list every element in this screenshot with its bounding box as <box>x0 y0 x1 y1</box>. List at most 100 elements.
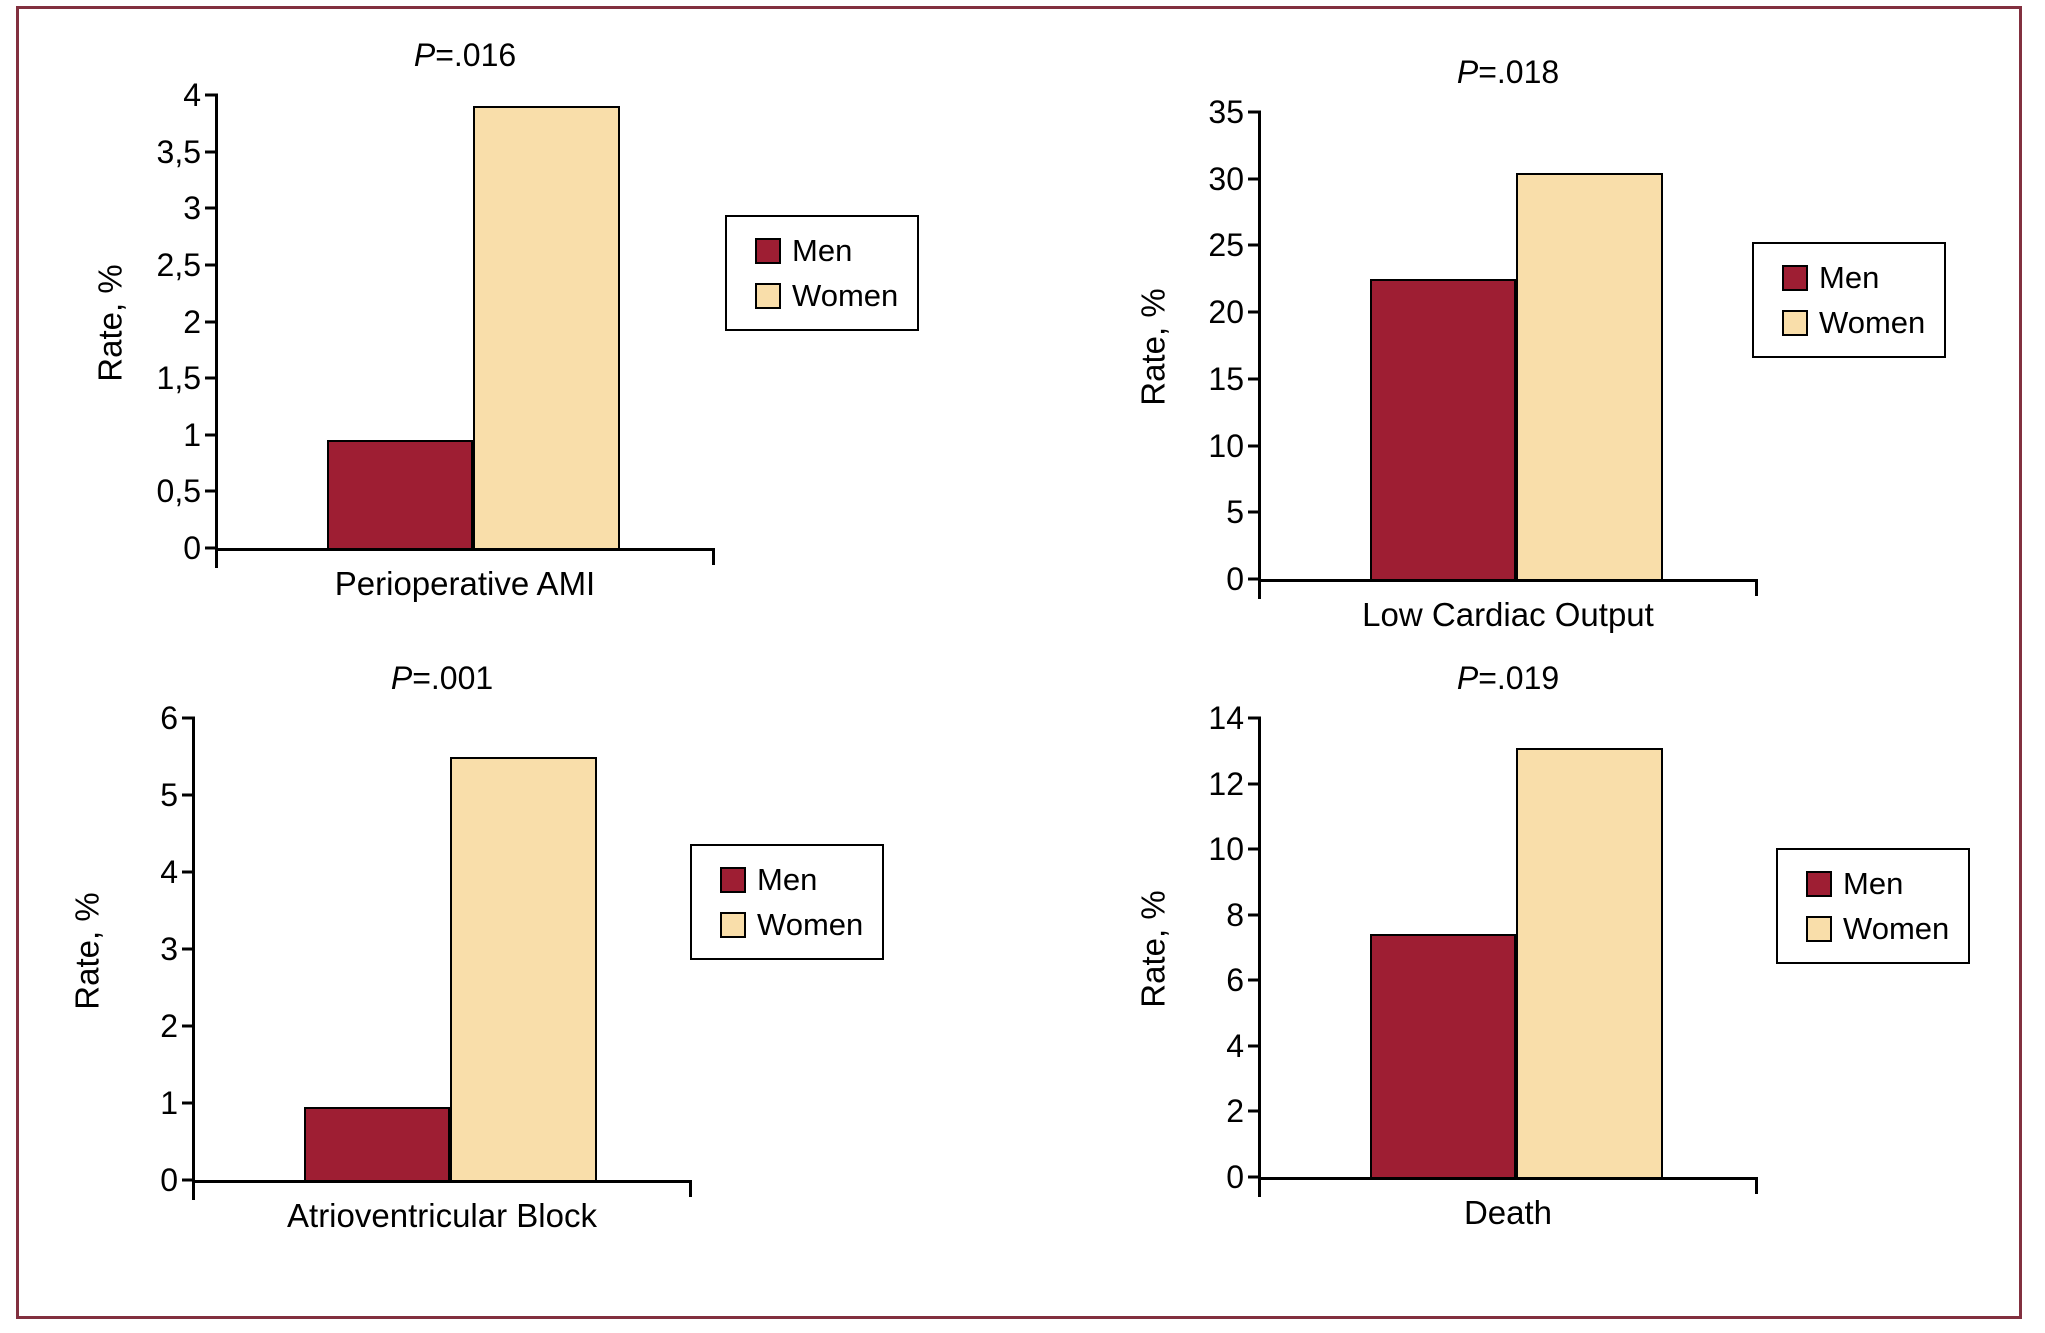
y-tick-label: 2,5 <box>156 246 201 283</box>
y-axis-overshoot <box>215 548 218 568</box>
p-symbol: P <box>1456 54 1479 90</box>
y-tick-label: 0 <box>160 1162 178 1198</box>
y-tick-mark <box>182 1178 195 1182</box>
y-tick-label: 8 <box>1226 896 1244 933</box>
y-tick-label: 14 <box>1208 700 1244 736</box>
women-color-swatch <box>1782 309 1808 336</box>
y-axis-title: Rate, % <box>1134 890 1172 1008</box>
legend: Men Women <box>725 215 919 331</box>
y-tick-label: 0 <box>1226 1159 1244 1195</box>
y-tick-mark <box>1248 913 1261 917</box>
y-tick-label: 10 <box>1208 831 1244 868</box>
x-axis-category-label: Low Cardiac Output <box>1362 596 1654 633</box>
y-tick-label: 35 <box>1208 94 1244 130</box>
y-tick-mark <box>1248 847 1261 851</box>
y-tick-mark <box>1248 1044 1261 1048</box>
plot-area: 0 0,5 1 1,5 2 2,5 3 3,5 4 <box>157 79 715 568</box>
y-tick-label: 0 <box>1226 561 1244 597</box>
legend: Men Women <box>1752 242 1946 358</box>
y-tick-mark <box>1248 577 1261 581</box>
bar-men <box>304 1106 451 1180</box>
y-tick-label: 5 <box>160 776 178 813</box>
plot-area: 0 1 2 3 4 5 6 <box>160 702 692 1200</box>
y-tick-mark <box>182 1024 195 1028</box>
legend-item-women: Women <box>1806 913 1960 944</box>
y-tick-mark <box>205 93 218 97</box>
legend: Men Women <box>690 844 884 960</box>
y-tick-mark <box>1248 782 1261 786</box>
men-color-swatch <box>755 237 781 264</box>
y-tick-label: 2 <box>160 1007 178 1044</box>
bar-men <box>1370 278 1517 579</box>
women-color-swatch <box>1806 915 1832 942</box>
y-axis-title: Rate, % <box>91 264 129 382</box>
y-tick-label: 2 <box>183 303 201 340</box>
x-axis-category-label: Death <box>1463 1194 1553 1231</box>
y-tick-mark <box>1248 377 1261 381</box>
p-value-annotation: P=.001 <box>192 662 692 694</box>
y-tick-mark <box>1248 177 1261 181</box>
legend: Men Women <box>1776 848 1970 964</box>
women-color-swatch <box>755 282 781 309</box>
y-tick-label: 25 <box>1208 227 1244 264</box>
chart-atrioventricular-block: P=.001 Rate, % 0 1 2 3 4 5 6 Atrioventricular … <box>69 662 884 1232</box>
y-tick-label: 4 <box>183 77 201 113</box>
p-value-text: =.001 <box>412 660 494 696</box>
y-tick-mark <box>205 206 218 210</box>
legend-item-men: Men <box>755 235 909 266</box>
chart-death: P=.019 Rate, % 0 2 4 6 8 10 12 14 Death Men Wom… <box>1135 662 1970 1229</box>
y-tick-mark <box>1248 243 1261 247</box>
y-tick-label: 6 <box>160 700 178 736</box>
y-tick-label: 3 <box>183 190 201 227</box>
y-tick-mark <box>182 716 195 720</box>
y-tick-label: 12 <box>1208 765 1244 802</box>
y-tick-mark <box>1248 1175 1261 1179</box>
p-symbol: P <box>413 37 436 73</box>
legend-item-women: Women <box>1782 307 1936 338</box>
p-value-text: =.018 <box>1478 54 1560 90</box>
y-tick-mark <box>182 947 195 951</box>
y-tick-label: 15 <box>1208 360 1244 397</box>
legend-label-women: Women <box>1843 911 1950 946</box>
y-tick-mark <box>1248 110 1261 114</box>
bar-women <box>450 756 597 1180</box>
y-tick-mark <box>1248 716 1261 720</box>
y-axis-overshoot <box>192 1180 195 1200</box>
p-value-text: =.016 <box>435 37 517 73</box>
x-axis-category-label: Atrioventricular Block <box>287 1197 597 1234</box>
y-tick-mark <box>1248 510 1261 514</box>
y-tick-label: 30 <box>1208 160 1244 197</box>
men-color-swatch <box>1806 870 1832 897</box>
legend-item-men: Men <box>720 864 874 895</box>
y-tick-mark <box>205 150 218 154</box>
y-tick-label: 3 <box>160 931 178 967</box>
y-tick-label: 0,5 <box>156 473 201 510</box>
women-color-swatch <box>720 911 746 938</box>
y-tick-label: 1,5 <box>156 360 201 397</box>
y-tick-label: 4 <box>1226 1027 1244 1064</box>
figure-frame <box>16 6 2022 1319</box>
legend-label-men: Men <box>1843 866 1904 901</box>
bar-men <box>1370 934 1517 1177</box>
legend-item-men: Men <box>1782 262 1936 293</box>
bar-men <box>327 440 474 548</box>
y-tick-label: 4 <box>160 853 178 890</box>
x-axis-end-tick <box>1755 579 1758 596</box>
y-tick-label: 1 <box>160 1085 178 1121</box>
legend-label-women: Women <box>1819 305 1926 340</box>
y-tick-mark <box>182 1101 195 1105</box>
x-axis-category-label: Perioperative AMI <box>334 565 596 602</box>
y-tick-mark <box>205 546 218 550</box>
men-color-swatch <box>720 866 746 893</box>
y-tick-label: 2 <box>1226 1093 1244 1130</box>
p-symbol: P <box>390 660 413 696</box>
y-tick-mark <box>1248 1109 1261 1113</box>
y-tick-mark <box>205 376 218 380</box>
x-axis-end-tick <box>1755 1177 1758 1194</box>
plot-area: 0 5 10 15 20 25 30 35 <box>1208 96 1758 599</box>
y-tick-mark <box>205 489 218 493</box>
y-tick-label: 10 <box>1208 427 1244 464</box>
y-tick-label: 5 <box>1226 494 1244 531</box>
y-axis-title: Rate, % <box>68 891 106 1010</box>
plot-area: 0 2 4 6 8 10 12 14 <box>1208 702 1758 1197</box>
